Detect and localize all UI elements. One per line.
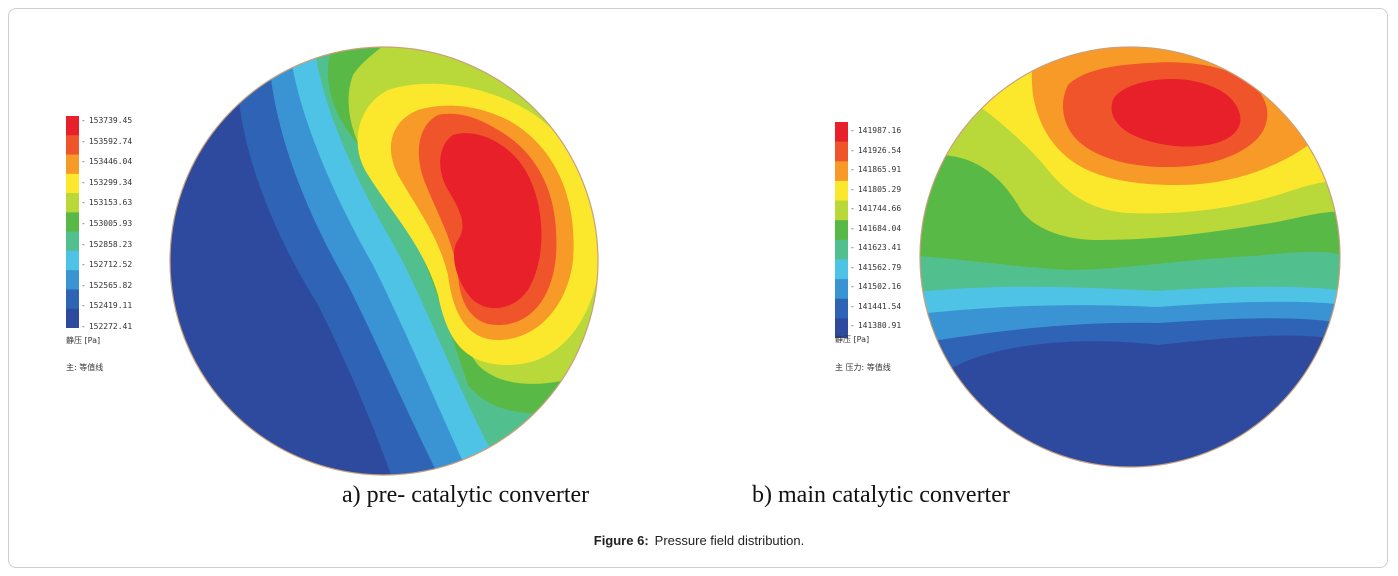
legend-b-value: 141623.41 <box>850 243 901 253</box>
legend-b-value: 141805.29 <box>850 185 901 195</box>
legend-swatch <box>835 298 848 319</box>
legend-swatch <box>66 116 79 136</box>
figure-caption-text: Pressure field distribution. <box>654 533 805 548</box>
legend-a-note: 主: 等值线 <box>66 363 104 372</box>
legend-a: 153739.45 153592.74 153446.04 153299.34 … <box>66 116 176 376</box>
legend-b-value: 141441.54 <box>850 302 901 312</box>
legend-swatch <box>66 270 79 290</box>
pressure-map-a <box>168 45 600 477</box>
legend-b-colorbar <box>835 122 848 339</box>
legend-swatch <box>66 193 79 213</box>
legend-b: 141987.16 141926.54 141865.91 141805.29 … <box>835 122 945 382</box>
legend-swatch <box>835 161 848 182</box>
legend-swatch <box>66 154 79 175</box>
figure-frame <box>8 8 1388 568</box>
legend-b-value: 141502.16 <box>850 282 901 292</box>
legend-b-value: 141562.79 <box>850 263 901 273</box>
subcaption-b: b) main catalytic converter <box>752 482 1010 508</box>
disk-b-outline <box>919 46 1341 468</box>
legend-swatch <box>66 135 79 156</box>
band-a-10 <box>440 133 542 309</box>
figure-label: Figure 6: <box>593 533 649 548</box>
band-b-10 <box>1111 79 1241 147</box>
legend-a-colorbar <box>66 116 79 329</box>
legend-a-value: 152858.23 <box>81 240 132 250</box>
legend-a-value: 153299.34 <box>81 178 132 188</box>
legend-b-value: 141987.16 <box>850 126 901 136</box>
legend-a-value: 152565.82 <box>81 281 132 291</box>
legend-a-unit: 静压 [Pa] <box>66 336 101 345</box>
legend-swatch <box>835 122 848 143</box>
legend-swatch <box>835 279 848 300</box>
legend-a-value: 152712.52 <box>81 260 132 270</box>
legend-swatch <box>66 231 79 252</box>
legend-swatch <box>835 239 848 260</box>
legend-swatch <box>66 250 79 271</box>
figure-caption: Figure 6: Pressure field distribution. <box>0 533 1398 548</box>
legend-swatch <box>835 318 848 339</box>
legend-swatch <box>835 259 848 280</box>
legend-swatch <box>66 289 79 310</box>
legend-b-note: 主 压力: 等值线 <box>835 363 891 372</box>
legend-swatch <box>835 200 848 221</box>
legend-a-value: 152419.11 <box>81 301 132 311</box>
legend-a-value: 153446.04 <box>81 157 132 167</box>
legend-b-value: 141380.91 <box>850 321 901 331</box>
legend-swatch <box>835 180 848 202</box>
legend-b-value: 141865.91 <box>850 165 901 175</box>
legend-swatch <box>835 220 848 241</box>
legend-a-value: 153005.93 <box>81 219 132 229</box>
subcaption-a: a) pre- catalytic converter <box>342 482 590 508</box>
legend-a-value: 153739.45 <box>81 116 132 126</box>
legend-b-value: 141744.66 <box>850 204 901 214</box>
legend-b-value: 141684.04 <box>850 224 901 234</box>
pressure-map-b <box>918 45 1342 469</box>
legend-swatch <box>835 141 848 162</box>
legend-swatch <box>66 308 79 329</box>
legend-swatch <box>66 212 79 233</box>
legend-a-value: 153153.63 <box>81 198 132 208</box>
legend-a-value: 153592.74 <box>81 137 132 147</box>
legend-a-value: 152272.41 <box>81 322 132 332</box>
disk-a-outline <box>169 46 599 476</box>
legend-b-value: 141926.54 <box>850 146 901 156</box>
legend-swatch <box>66 173 79 194</box>
legend-b-unit: 静压 [Pa] <box>835 335 870 344</box>
